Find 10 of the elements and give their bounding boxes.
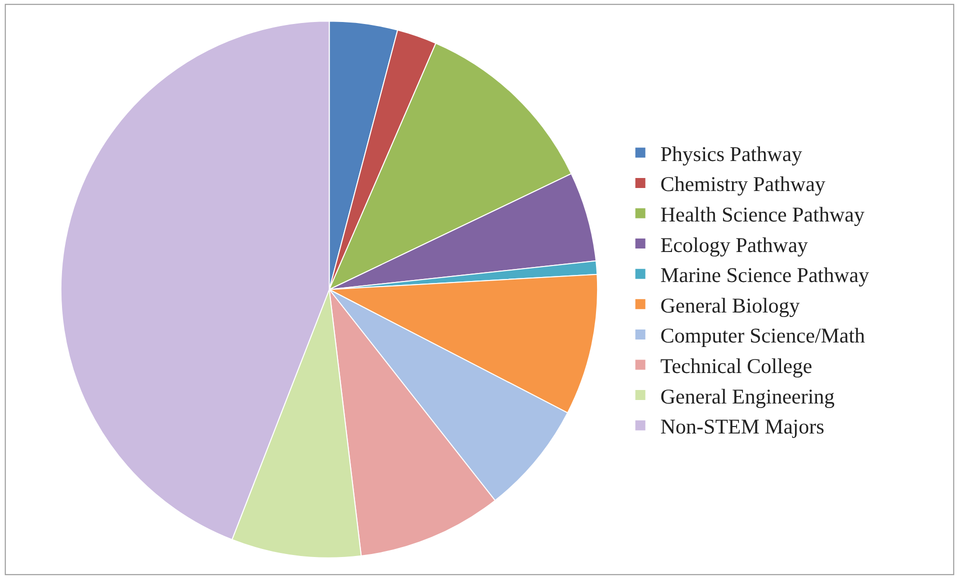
legend-label: General Engineering <box>660 384 836 408</box>
legend-label: Ecology Pathway <box>660 232 808 257</box>
legend-label: Physics Pathway <box>660 142 803 166</box>
legend-label: Marine Science Pathway <box>660 263 870 288</box>
legend-label: Computer Science/Math <box>660 324 866 348</box>
legend-label: Non-STEM Majors <box>660 414 824 439</box>
legend-label: Technical College <box>660 354 812 378</box>
legend-label: General Biology <box>660 293 800 318</box>
legend-label: Health Science Pathway <box>660 202 865 226</box>
legend-label: Chemistry Pathway <box>660 172 826 196</box>
